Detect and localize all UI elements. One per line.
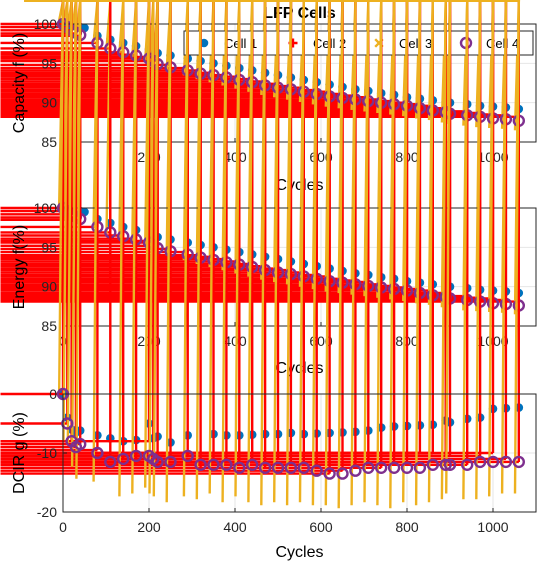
data-point <box>91 446 104 460</box>
legend-marker <box>199 38 209 48</box>
legend-label: Cell 3 <box>399 36 432 51</box>
data-point <box>486 455 500 469</box>
data-point <box>73 437 87 451</box>
y-tick-label: 85 <box>41 318 57 334</box>
data-point <box>512 455 525 469</box>
y-tick-label: 95 <box>41 55 57 71</box>
x-tick-label: 400 <box>223 149 247 165</box>
data-point <box>129 449 143 463</box>
data-point <box>104 455 117 469</box>
data-point <box>284 461 298 474</box>
data-point <box>220 458 233 471</box>
data-point <box>245 458 259 471</box>
data-point <box>387 461 401 474</box>
data-point <box>207 458 220 471</box>
data-point <box>461 458 474 471</box>
x-tick-label: 400 <box>223 519 247 535</box>
y-tick-label: 0 <box>49 386 57 402</box>
data-point <box>181 449 194 463</box>
y-axis-label: Capacity f (%) <box>11 33 28 133</box>
data-point <box>61 417 74 430</box>
data-point <box>362 461 375 474</box>
x-tick-label: 600 <box>309 519 333 535</box>
data-point <box>258 461 272 474</box>
data-point <box>271 461 285 474</box>
x-tick-label: 800 <box>395 519 419 535</box>
data-point <box>233 461 246 474</box>
data-point <box>426 458 439 471</box>
y-axis-label: Energy f(%) <box>11 225 28 309</box>
dcir-panel: 0 200 400 600 800 1000 -20 -10 0 Cycles DCIR g (%) <box>0 0 537 561</box>
data-point <box>261 1 509 509</box>
x-axis-label: Cycles <box>275 360 323 377</box>
data-point <box>194 458 207 471</box>
data-point <box>116 452 130 466</box>
y-tick-label: 95 <box>41 239 57 255</box>
data-point <box>365 1 507 506</box>
data-point <box>297 461 310 474</box>
data-point <box>413 461 427 474</box>
series-cell-4 <box>56 387 525 480</box>
x-tick-label: 1000 <box>477 519 508 535</box>
x-tick-label: 400 <box>223 333 247 349</box>
y-tick-label: -10 <box>37 445 57 461</box>
chart-title: LFP Cells <box>263 5 336 22</box>
data-point <box>443 458 457 471</box>
data-point <box>375 461 388 474</box>
legend-box <box>183 30 534 56</box>
y-tick-label: 100 <box>34 200 58 216</box>
data-point <box>0 0 520 464</box>
data-point <box>499 455 513 469</box>
y-tick-label: 85 <box>41 134 57 150</box>
data-point <box>336 467 349 480</box>
data-point <box>473 455 487 469</box>
data-point <box>164 455 177 469</box>
data-point <box>463 1 503 503</box>
y-tick-label: 90 <box>41 95 57 111</box>
y-tick-label: -20 <box>37 504 57 520</box>
y-tick-label: 100 <box>34 16 58 32</box>
data-point <box>497 1 506 498</box>
x-tick-label: 0 <box>59 519 67 535</box>
legend-label: Cell 1 <box>224 36 257 51</box>
legend-label: Cell 4 <box>486 36 519 51</box>
y-axis-label: DCIR g (%) <box>11 412 28 494</box>
x-axis-label: Cycles <box>275 544 323 561</box>
y-tick-label: 90 <box>41 279 57 295</box>
data-point <box>151 455 164 469</box>
x-tick-label: 200 <box>137 519 161 535</box>
legend-entry: Cell 1 <box>199 36 257 51</box>
data-point <box>400 461 414 474</box>
data-point <box>310 464 323 477</box>
data-point <box>323 467 336 480</box>
data-point <box>349 464 362 477</box>
data-point <box>439 458 452 471</box>
